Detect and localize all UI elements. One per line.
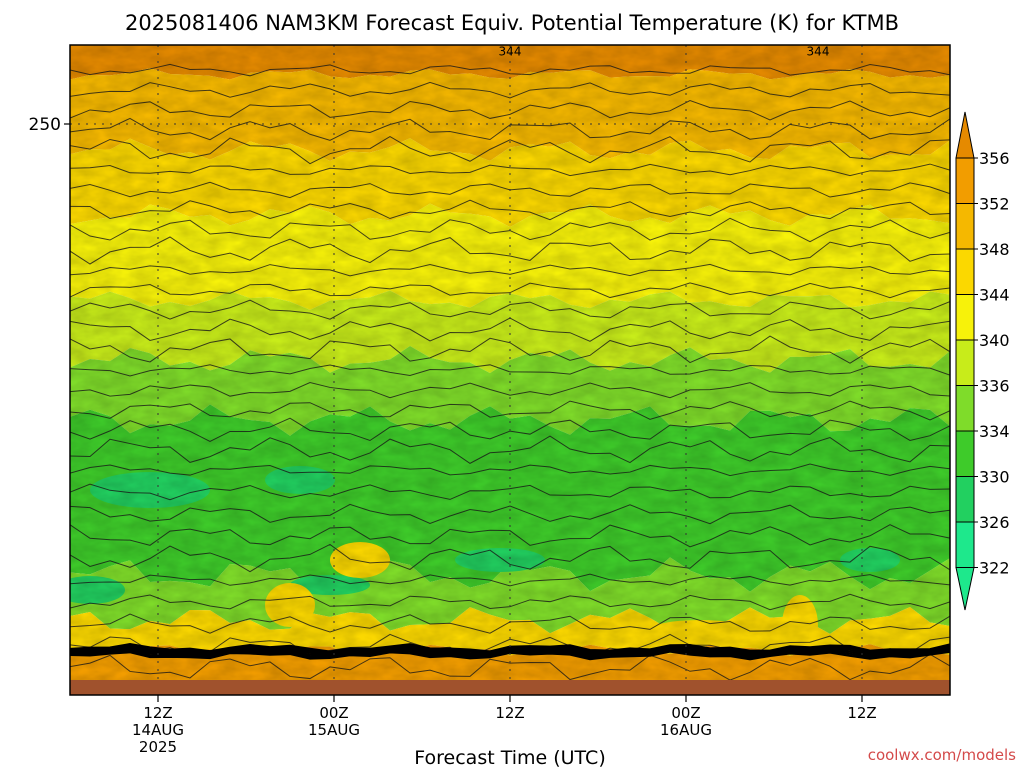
grid-lines <box>70 45 950 695</box>
x-axis-label: Forecast Time (UTC) <box>414 747 605 768</box>
colorbar-label: 348 <box>979 240 1010 259</box>
colorbar-swatch <box>955 385 975 432</box>
colorbar-bottom-arrow <box>955 567 975 611</box>
x-tick-label: 00Z <box>671 704 700 722</box>
colorbar-label: 340 <box>979 331 1010 350</box>
contour-texture <box>70 45 950 695</box>
colorbar-top-arrow <box>955 111 975 159</box>
colorbar-label: 352 <box>979 195 1010 214</box>
contour-label: 344 <box>807 45 830 59</box>
x-tick-label: 16AUG <box>660 721 712 739</box>
x-tick-label: 14AUG <box>132 721 184 739</box>
x-tick-label: 15AUG <box>308 721 360 739</box>
colorbar-swatch <box>955 339 975 386</box>
colorbar-label: 322 <box>979 559 1010 578</box>
colorbar-swatch <box>955 248 975 295</box>
credit-text: coolwx.com/models <box>868 746 1016 764</box>
x-tick-label: 12Z <box>495 704 524 722</box>
y-axis: 2503003504004505005506006507007508008509… <box>29 115 70 135</box>
plot-area: 3443443403403403403323363323283283363323… <box>70 45 950 695</box>
x-tick-label: 00Z <box>319 704 348 722</box>
x-tick-label: 12Z <box>847 704 876 722</box>
x-tick-label: 12Z <box>143 704 172 722</box>
colorbar-label: 326 <box>979 513 1010 532</box>
chart-title: 2025081406 NAM3KM Forecast Equiv. Potent… <box>125 11 899 35</box>
colorbar: 356 352 348 344 340 336 334 330 326 322 <box>955 111 1010 611</box>
ground-surface <box>70 680 950 695</box>
colorbar-swatch <box>955 430 975 477</box>
colorbar-label: 336 <box>979 377 1010 396</box>
colorbar-label: 330 <box>979 468 1010 487</box>
contour-label: 344 <box>499 45 522 59</box>
colorbar-label: 356 <box>979 149 1010 168</box>
colorbar-swatch <box>955 476 975 523</box>
contour-labels: 3443443403403403403323363323283283363323… <box>499 45 830 59</box>
colorbar-swatch <box>955 203 975 250</box>
colorbar-swatch <box>955 157 975 204</box>
y-tick-label: 250 <box>29 115 61 135</box>
colorbar-label: 334 <box>979 422 1010 441</box>
colorbar-swatch <box>955 294 975 341</box>
x-tick-label: 2025 <box>139 738 177 756</box>
colorbar-label: 344 <box>979 286 1010 305</box>
colorbar-swatch <box>955 521 975 568</box>
